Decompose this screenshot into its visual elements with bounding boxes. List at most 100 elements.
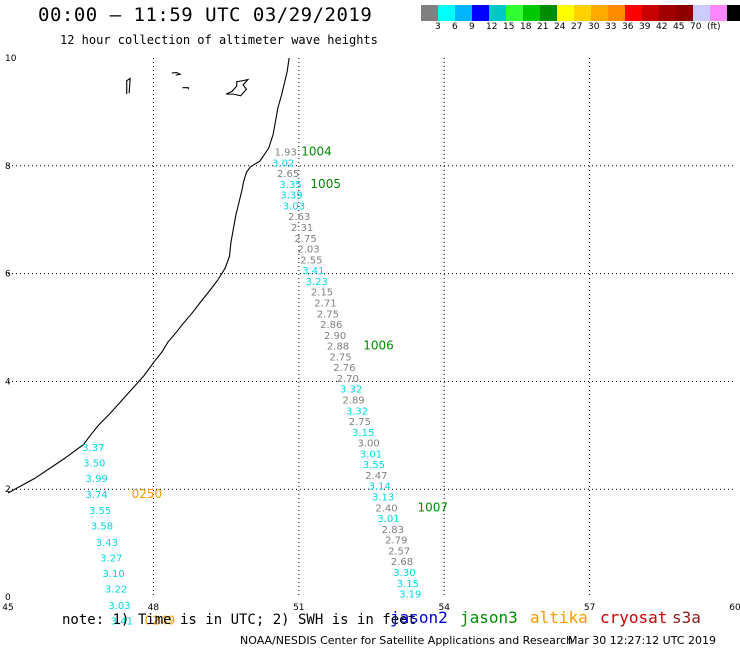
wave-height-label: 3.41: [111, 616, 133, 627]
scale-label: 9: [469, 22, 475, 32]
wave-height-label: 2.40: [375, 503, 397, 514]
wave-height-label: 3.01: [377, 514, 399, 525]
wave-height-label: 2.90: [324, 331, 346, 342]
pass-time-label: 1006: [363, 339, 394, 353]
wave-height-label: 2.31: [291, 223, 313, 234]
wave-height-label: 3.15: [352, 428, 374, 439]
pass-time-label: 0250: [132, 487, 163, 501]
wave-height-label: 3.74: [86, 490, 108, 501]
legend-s3a: s3a: [672, 608, 701, 627]
scale-swatch: [523, 5, 540, 21]
pass-time-label: 1004: [301, 145, 332, 159]
wave-height-label: 3.02: [272, 158, 294, 169]
wave-height-label: 2.03: [297, 245, 319, 256]
scale-swatch: [540, 5, 557, 21]
lat-tick-label: 2: [5, 485, 11, 495]
lat-tick-label: 6: [5, 270, 11, 280]
wave-height-label: 2.63: [288, 212, 310, 223]
scale-swatch: [472, 5, 489, 21]
wave-height-label: 2.57: [388, 546, 410, 557]
color-scale-bar: [421, 5, 740, 21]
wave-height-label: 3.10: [103, 569, 125, 580]
pass-time-label: 1005: [310, 177, 341, 191]
island-outline: [126, 77, 131, 95]
scale-label: (ft): [707, 22, 721, 32]
scale-swatch: [676, 5, 693, 21]
wave-height-label: 2.68: [391, 557, 413, 568]
scale-label: 30: [588, 22, 600, 32]
scale-label: 24: [554, 22, 566, 32]
wave-height-label: 2.89: [342, 395, 364, 406]
scale-swatch: [693, 5, 710, 21]
pass-time-label: 1007: [418, 500, 449, 514]
wave-height-label: 3.19: [399, 590, 421, 601]
wave-height-label: 2.71: [314, 298, 336, 309]
pass-time-label: 0249: [145, 613, 176, 627]
scale-swatch: [489, 5, 506, 21]
wave-height-label: 3.41: [302, 266, 324, 277]
wave-height-label: 2.75: [349, 417, 371, 428]
legend-altika: altika: [530, 608, 588, 627]
wave-height-label: 1.93: [275, 148, 297, 159]
wave-height-label: 3.27: [100, 553, 122, 564]
wave-height-label: 2.65: [277, 169, 299, 180]
island-outline: [182, 87, 189, 90]
page-subtitle: 12 hour collection of altimeter wave hei…: [60, 33, 378, 47]
wave-height-label: 2.47: [365, 471, 387, 482]
scale-label: 6: [452, 22, 458, 32]
lat-tick-label: 0: [5, 593, 11, 603]
lon-tick-label: 51: [293, 603, 304, 613]
scale-swatch: [455, 5, 472, 21]
island-outline: [225, 78, 250, 97]
scale-swatch: [727, 5, 740, 21]
wave-height-label: 3.55: [363, 460, 385, 471]
wave-height-label: 3.55: [89, 506, 111, 517]
wave-height-label: 3.43: [96, 538, 118, 549]
lat-tick-label: 8: [5, 162, 11, 172]
coastline: [7, 57, 290, 494]
lon-tick-label: 54: [438, 603, 450, 613]
scale-label: 21: [537, 22, 549, 32]
wave-height-label: 2.15: [311, 288, 333, 299]
scale-label: 70: [690, 22, 702, 32]
wave-height-label: 3.14: [369, 482, 391, 493]
legend-jason2: jason2: [390, 608, 448, 627]
scale-swatch: [574, 5, 591, 21]
wave-height-label: 3.03: [283, 201, 305, 212]
legend-cryosat: cryosat: [600, 608, 668, 627]
scale-label: 18: [520, 22, 532, 32]
scale-swatch: [506, 5, 523, 21]
scale-swatch: [642, 5, 659, 21]
wave-height-label: 3.32: [346, 406, 368, 417]
wave-height-label: 2.86: [320, 320, 342, 331]
wave-height-label: 2.55: [300, 255, 322, 266]
wave-height-label: 2.83: [382, 525, 404, 536]
scale-label: 33: [605, 22, 617, 32]
scale-label: 39: [639, 22, 651, 32]
wave-height-label: 3.39: [280, 191, 302, 202]
scale-label: 12: [486, 22, 498, 32]
wave-height-label: 3.30: [393, 568, 415, 579]
scale-label: 15: [503, 22, 515, 32]
wave-height-label: 2.76: [333, 363, 355, 374]
scale-swatch: [659, 5, 676, 21]
wave-height-label: 2.75: [294, 234, 316, 245]
scale-swatch: [710, 5, 727, 21]
wave-height-label: 3.50: [83, 459, 105, 470]
wave-height-label: 2.88: [327, 342, 349, 353]
scale-swatch: [421, 5, 438, 21]
lon-tick-label: 48: [148, 603, 160, 613]
scale-swatch: [625, 5, 642, 21]
credit-line: NOAA/NESDIS Center for Satellite Applica…: [240, 634, 574, 647]
scale-swatch: [608, 5, 625, 21]
scale-swatch: [438, 5, 455, 21]
lat-tick-label: 10: [5, 54, 17, 64]
wave-height-label: 2.79: [385, 536, 407, 547]
scale-label: 45: [673, 22, 685, 32]
wave-height-label: 3.37: [82, 443, 104, 454]
wave-height-label: 3.23: [306, 277, 328, 288]
wave-height-label: 3.00: [357, 439, 379, 450]
lat-tick-label: 4: [5, 377, 11, 387]
scale-swatch: [557, 5, 574, 21]
